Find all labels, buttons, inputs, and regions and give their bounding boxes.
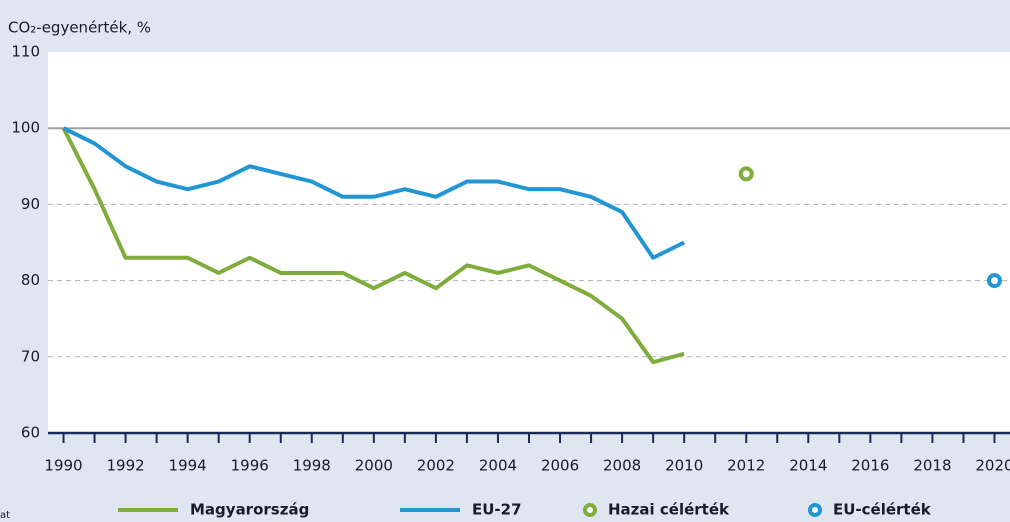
data-line [62, 126, 686, 260]
plot-area [48, 52, 1010, 433]
data-point [738, 166, 754, 182]
legend-swatch [583, 503, 597, 517]
y-tick-label: 60 [21, 424, 40, 442]
x-tick-label: 2016 [851, 457, 889, 475]
x-tick-label: 2006 [541, 457, 579, 475]
legend-label: Hazai célérték [608, 501, 730, 519]
y-tick-label: 90 [21, 195, 40, 213]
x-tick-label: 2012 [727, 457, 765, 475]
y-axis-label: CO₂-egyenérték, % [8, 19, 151, 37]
legend-label: Magyarország [190, 501, 309, 519]
y-tick-label: 110 [11, 43, 40, 61]
x-tick-label: 2008 [603, 457, 641, 475]
x-tick-label: 2014 [789, 457, 827, 475]
x-tick-label: 2020 [975, 457, 1010, 475]
x-tick-label: 2002 [417, 457, 455, 475]
x-tick-label: 1996 [231, 457, 269, 475]
data-point [986, 273, 1002, 289]
y-tick-label: 70 [21, 347, 40, 365]
x-tick-label: 2004 [479, 457, 517, 475]
legend-label: EU-27 [472, 501, 522, 519]
x-tick-label: 2018 [913, 457, 951, 475]
y-tick-label: 100 [11, 119, 40, 137]
data-line [61, 127, 685, 365]
x-tick-label: 1994 [169, 457, 207, 475]
legend-swatch [808, 503, 822, 517]
x-tick-label: 1998 [293, 457, 331, 475]
x-tick-label: 2010 [665, 457, 703, 475]
x-tick-label: 1990 [44, 457, 82, 475]
y-tick-label: 80 [21, 271, 40, 289]
footnote: at [0, 510, 10, 521]
x-tick-label: 1992 [106, 457, 144, 475]
legend-label: EU-célérték [833, 501, 932, 519]
x-tick-label: 2000 [355, 457, 393, 475]
